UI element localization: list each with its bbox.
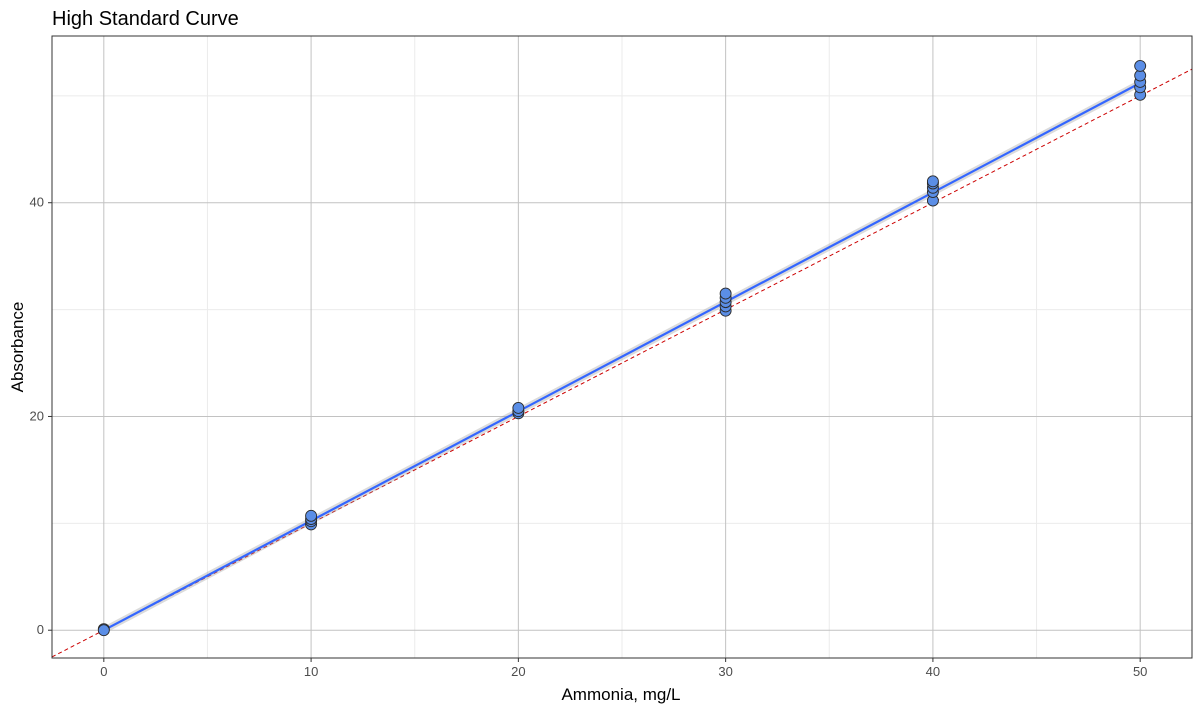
x-tick-label: 10 [304,664,318,679]
chart-title: High Standard Curve [52,8,239,30]
y-tick-label: 0 [37,622,44,637]
data-point [926,175,939,188]
data-point [512,401,525,414]
data-point [719,287,732,300]
panel-border [51,35,1193,659]
y-tick-label: 40 [30,195,44,210]
x-tick-label: 20 [511,664,525,679]
x-tick-label: 30 [718,664,732,679]
x-tick-label: 50 [1133,664,1147,679]
data-point [97,624,110,637]
data-point [305,509,318,522]
reference-line [52,68,1192,658]
fit-line [103,82,1141,632]
x-tick-label: 0 [100,664,107,679]
plot-area: 0 10 20 30 40 50 0 20 40 [30,35,1193,679]
y-tick-label: 20 [30,408,44,423]
x-tick-label: 40 [926,664,940,679]
y-axis-label: Absorbance [8,302,27,393]
data-point [1134,59,1147,72]
x-axis-label: Ammonia, mg/L [561,685,680,704]
